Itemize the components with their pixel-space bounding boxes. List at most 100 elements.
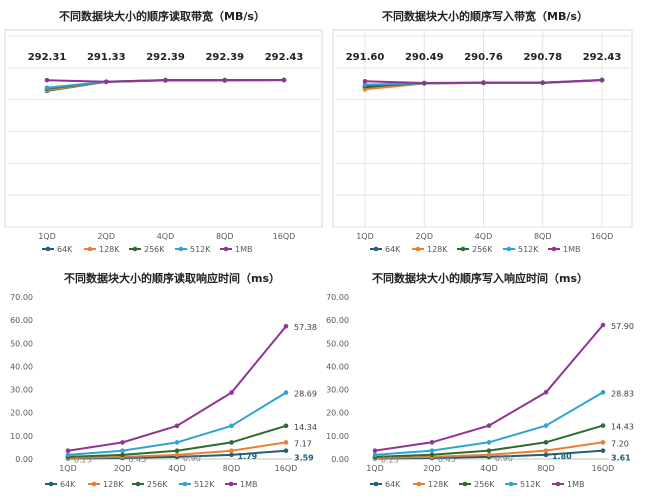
legend-marker-1MB [551,246,557,252]
legend-label: 1MB [235,245,252,254]
legend-marker-512K [506,246,512,252]
data-point-512K [372,452,378,458]
x-tick-label: 4QD [157,232,175,241]
data-point-256K [600,423,606,428]
data-label: 292.39 [205,52,244,63]
x-tick-label: 1QD [366,464,384,473]
legend-label: 64K [385,245,401,254]
data-point-1MB [120,440,125,445]
y-tick-label: 10.00 [326,432,349,441]
x-tick-label: 8QD [216,232,234,241]
legend-label: 64K [60,480,76,489]
data-label: 3.61 [611,454,631,463]
data-point-512K [120,448,125,453]
data-label: 292.39 [146,52,185,63]
data-point-128K [283,440,289,445]
legend-marker-1MB [228,481,234,487]
data-label: 0.45 [129,455,147,464]
legend-label: 64K [57,245,73,254]
data-point-128K [362,87,368,92]
chart-3: 不同数据块大小的顺序读取响应时间（ms） 0.00 10.00 20.00 30.00 4… [10,271,317,489]
legend-label: 1MB [240,480,257,489]
data-point-1MB [65,448,71,453]
data-label: 7.20 [611,439,629,448]
legend-label: 128K [103,480,124,489]
y-tick-label: 60.00 [10,316,33,325]
legend-marker-512K [182,481,188,487]
data-point-128K [543,448,549,453]
data-label: 0.90 [183,454,201,463]
chart-title: 不同数据块大小的顺序写入带宽（MB/s） [382,9,588,23]
y-tick-label: 0.00 [331,455,349,464]
data-label: 290.78 [523,52,562,63]
legend-label: 1MB [567,480,584,489]
legend-marker-128K [415,246,421,252]
legend-marker-256K [132,246,138,252]
data-point-512K [429,448,435,453]
data-label: 292.43 [583,52,622,63]
x-tick-label: 1QD [356,232,374,241]
data-label: 3.59 [294,454,314,463]
legend-label: 256K [144,245,165,254]
legend-label: 128K [427,245,448,254]
data-point-1MB [222,77,228,83]
y-tick-label: 60.00 [326,316,349,325]
data-label: 290.76 [464,52,503,63]
data-point-1MB [481,80,486,85]
legend-label: 128K [99,245,120,254]
x-tick-label: 16QD [592,464,615,473]
data-point-1MB [372,448,378,453]
data-point-64K [229,452,234,458]
chart-title: 不同数据块大小的顺序写入响应时间（ms） [372,271,588,285]
data-label: 1.79 [238,452,258,461]
data-point-1MB [599,77,605,83]
data-point-512K [362,82,368,87]
legend-marker-256K [462,481,468,487]
y-tick-label: 0.00 [15,455,33,464]
data-point-256K [120,452,125,458]
data-point-256K [229,440,234,445]
data-label: 57.90 [611,322,634,331]
data-point-64K [283,448,289,453]
data-point-1MB [429,440,435,445]
legend-label: 256K [472,245,493,254]
legend-marker-1MB [223,246,229,252]
data-point-512K [44,85,50,91]
legend-marker-64K [48,481,54,487]
legend-marker-512K [178,246,184,252]
data-point-128K [486,452,492,458]
data-label: 28.83 [611,389,634,398]
data-point-128K [174,452,180,458]
y-tick-label: 30.00 [10,386,33,395]
x-tick-label: 1QD [38,232,56,241]
data-point-1MB [163,77,168,83]
y-tick-label: 30.00 [326,386,349,395]
legend-marker-512K [508,481,514,487]
data-point-1MB [421,80,427,86]
data-point-1MB [229,390,234,395]
data-point-512K [229,423,234,429]
legend-marker-128K [87,246,93,252]
legend-label: 256K [474,480,495,489]
data-point-1MB [103,79,109,84]
y-tick-label: 40.00 [10,362,33,371]
data-label: 1.80 [552,452,572,461]
x-tick-label: 2QD [114,464,132,473]
data-point-128K [229,448,234,453]
data-label: 0.45 [438,455,456,464]
series-line-1MB [67,325,287,452]
y-tick-label: 20.00 [10,409,33,418]
data-point-1MB [174,423,180,429]
legend-marker-64K [373,246,379,252]
x-tick-label: 8QD [223,464,241,473]
x-tick-label: 16QD [273,232,296,241]
data-label: 290.49 [405,52,444,63]
y-tick-label: 70.00 [10,293,33,302]
y-tick-label: 20.00 [326,409,349,418]
data-point-64K [600,448,606,453]
data-point-1MB [44,77,50,83]
data-point-256K [174,448,180,453]
x-tick-label: 16QD [275,464,298,473]
legend-label: 1MB [563,245,580,254]
legend-label: 128K [428,480,449,489]
